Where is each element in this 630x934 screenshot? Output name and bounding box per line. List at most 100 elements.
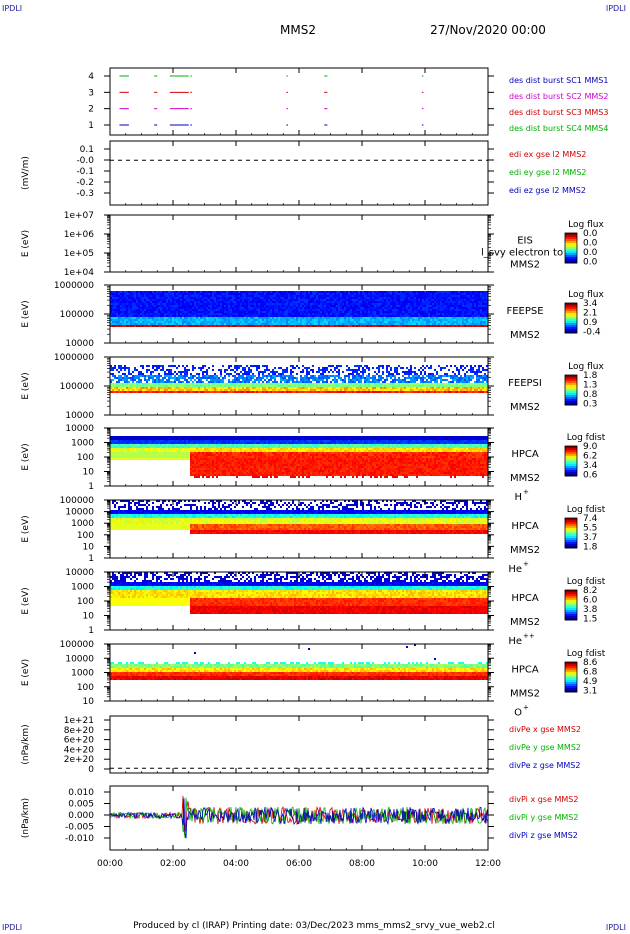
spectrogram-cell bbox=[358, 305, 360, 307]
spectrogram-cell bbox=[468, 309, 470, 311]
spectrogram-cell bbox=[164, 317, 166, 319]
spectrogram-cell bbox=[148, 387, 150, 389]
spectrogram-cell bbox=[342, 319, 344, 321]
spectrogram-cell bbox=[228, 381, 230, 383]
spectrogram-cell bbox=[246, 299, 248, 301]
spectrogram-cell bbox=[440, 313, 442, 315]
spectrogram-cell bbox=[252, 325, 254, 327]
spectrogram-cell bbox=[246, 313, 248, 315]
spectrogram-cell bbox=[218, 311, 220, 313]
spectrogram-cell bbox=[146, 293, 148, 295]
spectrogram-cell bbox=[128, 377, 130, 379]
spectrogram-cell bbox=[476, 295, 478, 297]
spectrogram-cell bbox=[376, 319, 378, 321]
spectrogram-cell bbox=[120, 301, 122, 303]
spectrogram-cell bbox=[132, 381, 134, 383]
spectrogram-cell bbox=[468, 295, 470, 297]
spectrogram-cell bbox=[164, 315, 166, 317]
spectrogram-cell bbox=[324, 307, 326, 309]
spectrogram-cell bbox=[168, 303, 170, 305]
spectrogram-cell bbox=[320, 317, 322, 319]
spectrogram-cell bbox=[334, 305, 336, 307]
spectrogram-cell bbox=[268, 383, 270, 385]
spectrogram-cell bbox=[114, 315, 116, 317]
spectrogram-cell bbox=[190, 293, 192, 295]
spectrogram-cell bbox=[198, 391, 200, 393]
spectrogram-cell bbox=[272, 321, 274, 323]
spectrogram-cell bbox=[128, 325, 130, 327]
spectrogram-cell bbox=[478, 301, 480, 303]
spectrogram-cell bbox=[410, 307, 412, 309]
spectrogram-cell bbox=[326, 295, 328, 297]
spectrogram-cell bbox=[164, 391, 166, 393]
spectrogram-cell bbox=[260, 389, 262, 391]
spectrogram-cell bbox=[274, 309, 276, 311]
spectrogram-cell bbox=[430, 301, 432, 303]
spectrogram-cell bbox=[198, 373, 200, 375]
spectrogram-cell bbox=[228, 313, 230, 315]
spectrogram-cell bbox=[148, 369, 150, 371]
spectrogram-cell bbox=[284, 325, 286, 327]
spectrogram-cell bbox=[338, 303, 340, 305]
spectrogram-cell bbox=[486, 305, 488, 307]
spectrogram-cell bbox=[460, 303, 462, 305]
spectrogram-cell bbox=[318, 309, 320, 311]
spectrogram-cell bbox=[248, 309, 250, 311]
spectrogram-cell bbox=[254, 295, 256, 297]
spectrogram-cell bbox=[328, 291, 330, 293]
spectrogram-cell bbox=[128, 389, 130, 391]
spectrogram-cell bbox=[134, 313, 136, 315]
spectrogram-cell bbox=[222, 325, 224, 327]
spectrogram-cell bbox=[178, 371, 180, 373]
spectrogram-cell bbox=[348, 319, 350, 321]
spectrogram-cell bbox=[118, 381, 120, 383]
spectrogram-cell bbox=[372, 307, 374, 309]
spectrogram-cell bbox=[284, 307, 286, 309]
spectrogram-cell bbox=[428, 309, 430, 311]
spectrogram-cell bbox=[266, 309, 268, 311]
spectrogram-cell bbox=[482, 311, 484, 313]
spectrogram-cell bbox=[454, 323, 456, 325]
spectrogram-cell bbox=[258, 311, 260, 313]
spectrogram-cell bbox=[372, 297, 374, 299]
spectrogram-cell bbox=[116, 369, 118, 371]
spectrogram-cell bbox=[238, 309, 240, 311]
spectrogram-cell bbox=[254, 313, 256, 315]
spectrogram-cell bbox=[176, 309, 178, 311]
spectrogram-cell bbox=[146, 313, 148, 315]
spectrogram-cell bbox=[292, 317, 294, 319]
spectrogram-cell bbox=[342, 295, 344, 297]
spectrogram-cell bbox=[336, 315, 338, 317]
spectrogram-cell bbox=[424, 293, 426, 295]
spectrogram-cell bbox=[368, 311, 370, 313]
spectrogram-cell bbox=[312, 311, 314, 313]
spectrogram-cell bbox=[264, 387, 266, 389]
spectrogram-cell bbox=[302, 295, 304, 297]
spectrogram-cell bbox=[452, 309, 454, 311]
spectrogram-cell bbox=[236, 299, 238, 301]
spectrogram-cell bbox=[268, 293, 270, 295]
spectrogram-cell bbox=[218, 325, 220, 327]
spectrogram-cell bbox=[268, 319, 270, 321]
spectrogram-cell bbox=[242, 367, 244, 369]
spectrogram-cell bbox=[110, 373, 112, 375]
spectrogram-cell bbox=[152, 375, 154, 377]
spectrogram-cell bbox=[416, 297, 418, 299]
spectrogram-cell bbox=[170, 319, 172, 321]
spectrogram-cell bbox=[278, 307, 280, 309]
spectrogram-cell bbox=[436, 301, 438, 303]
spectrogram-cell bbox=[396, 305, 398, 307]
spectrogram-cell bbox=[168, 323, 170, 325]
spectrogram-cell bbox=[466, 303, 468, 305]
spectrogram-cell bbox=[412, 321, 414, 323]
spectrogram-cell bbox=[336, 321, 338, 323]
spectrogram-cell bbox=[232, 317, 234, 319]
spectrogram-cell bbox=[280, 381, 282, 383]
spectrogram-cell bbox=[318, 305, 320, 307]
spectrogram-cell bbox=[240, 311, 242, 313]
spectrogram-cell bbox=[118, 385, 120, 387]
spectrogram-cell bbox=[294, 387, 296, 389]
spectrogram-cell bbox=[308, 371, 310, 373]
spectrogram-cell bbox=[346, 311, 348, 313]
spectrogram-cell bbox=[158, 311, 160, 313]
